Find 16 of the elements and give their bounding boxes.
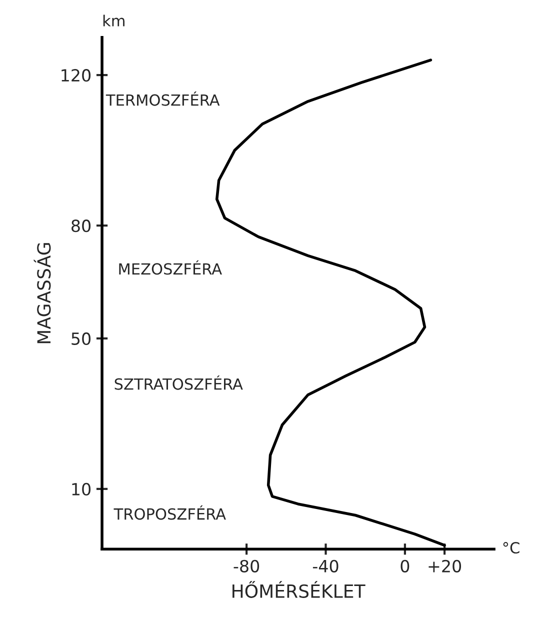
x-tick-label: +20 xyxy=(428,560,462,572)
y-tick-label: 80 xyxy=(72,220,91,232)
y-tick-label: 50 xyxy=(72,332,91,345)
x-tick-label: 0 xyxy=(400,560,410,572)
annotation: SZTRATOSZFÉRA xyxy=(114,375,243,390)
x-tick-label: -80 xyxy=(234,560,260,572)
y-tick-label: 10 xyxy=(72,482,91,496)
x-axis-title: HŐMÉRSÉKLET xyxy=(232,581,366,598)
annotation: TERMOSZFÉRA xyxy=(106,91,220,106)
y-tick-label: 120 xyxy=(62,69,91,82)
annotation: MEZOSZFÉRA xyxy=(119,260,222,275)
x-tick-label: -40 xyxy=(312,560,338,572)
y-axis-title: MAGASSÁG xyxy=(34,243,51,344)
text: °C xyxy=(503,542,520,554)
text: km xyxy=(103,14,124,26)
annotation: TROPOSZFÉRA xyxy=(114,505,226,520)
